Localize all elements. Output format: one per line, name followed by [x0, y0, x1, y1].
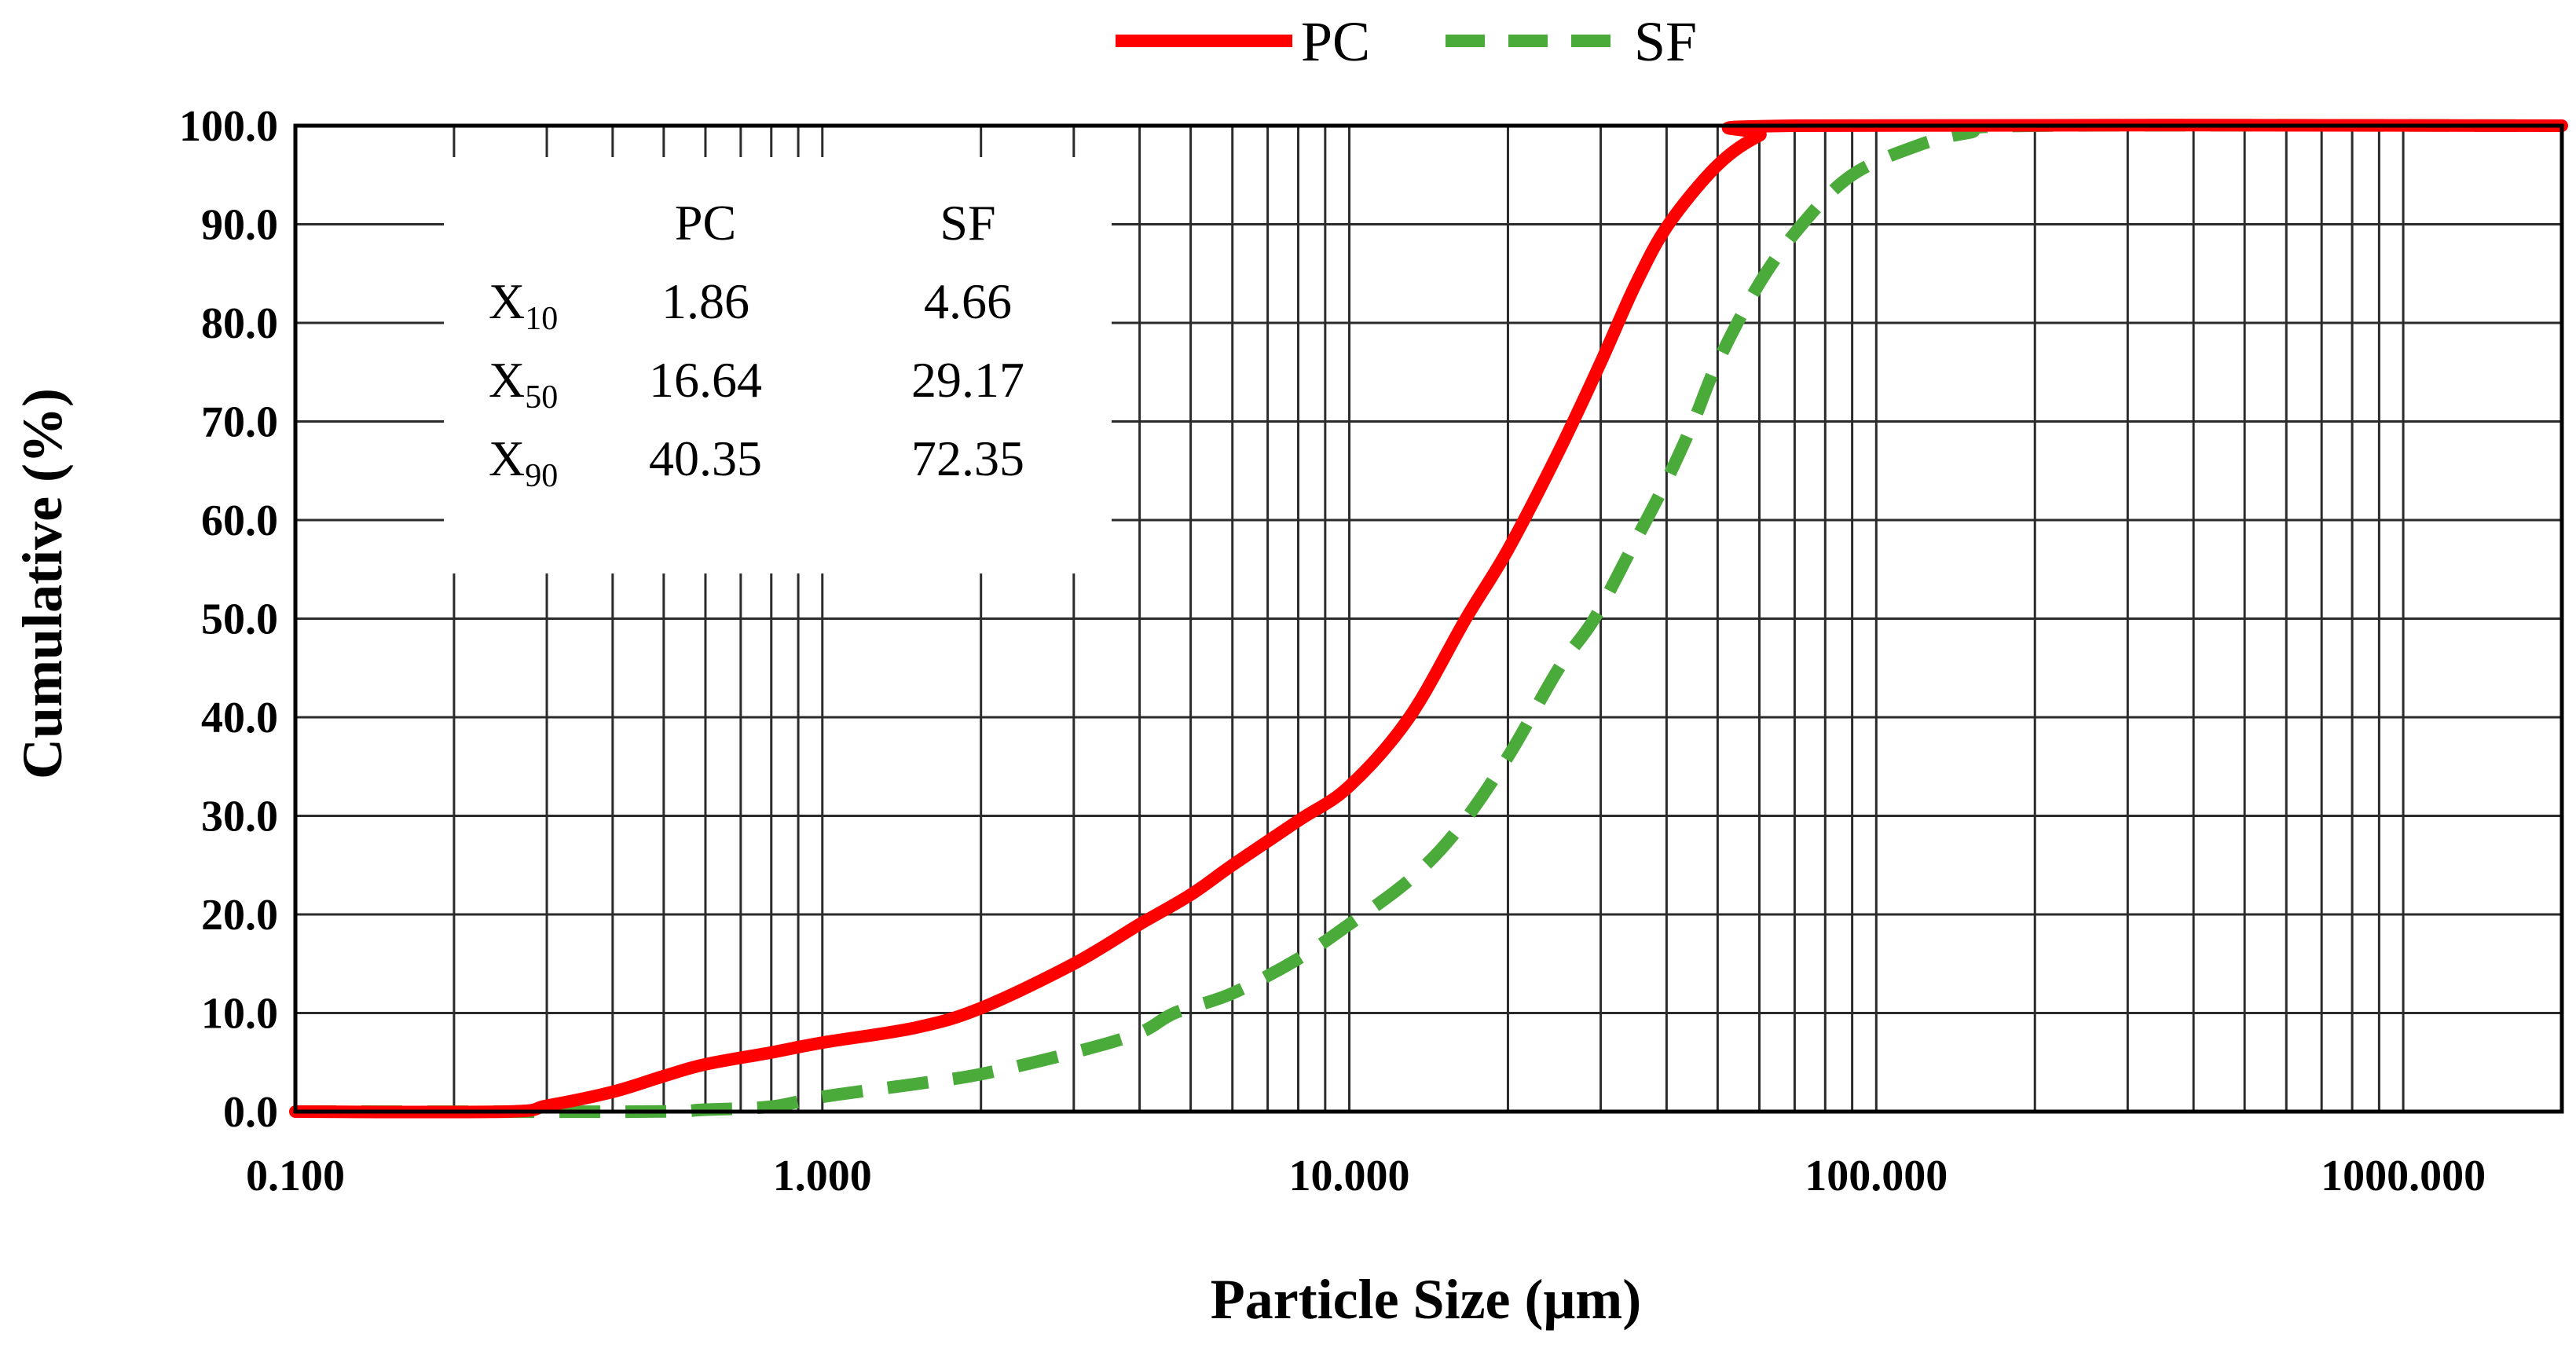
- table-cell-pc: 1.86: [661, 273, 749, 329]
- x-tick-label: 10.000: [1289, 1152, 1410, 1200]
- y-tick-label: 40.0: [201, 694, 278, 742]
- y-tick-labels: 0.0 10.0 20.0 30.0 40.0 50.0 60.0 70.0 80.0 90.0 1…: [179, 102, 278, 1137]
- x-tick-labels: 0.100 1.000 10.000 100.000 1000.000: [246, 1152, 2486, 1200]
- y-axis-title: Cumulative (%): [11, 388, 74, 779]
- stats-table: PC SF X10 1.86 4.66 X50 16.64 29.17 X90 …: [444, 157, 1112, 573]
- series-line-pc: [289, 119, 2568, 1119]
- legend: PC SF: [1116, 10, 1697, 73]
- table-cell-pc: 40.35: [649, 431, 762, 486]
- x-tick-label: 0.100: [246, 1152, 345, 1200]
- table-row-label: X50: [489, 352, 558, 416]
- table-cell-sf: 72.35: [911, 431, 1024, 486]
- x-axis-title: Particle Size (μm): [1211, 1268, 1642, 1331]
- y-tick-label: 80.0: [201, 299, 278, 348]
- table-row-label: X10: [489, 273, 558, 337]
- legend-label-sf: SF: [1634, 10, 1697, 73]
- table-cell-sf: 4.66: [924, 273, 1012, 329]
- x-tick-label: 100.000: [1805, 1152, 1948, 1200]
- x-tick-label: 1000.000: [2321, 1152, 2486, 1200]
- plot-frame: [293, 123, 2564, 1114]
- table-row-label: X90: [489, 431, 558, 494]
- x-tick-label: 1.000: [773, 1152, 872, 1200]
- stats-table-background: [444, 157, 1112, 573]
- y-tick-label: 100.0: [179, 102, 278, 151]
- y-tick-label: 10.0: [201, 990, 278, 1039]
- table-header-sf: SF: [940, 195, 995, 251]
- table-row: X10 1.86 4.66: [489, 273, 1012, 337]
- table-header-pc: PC: [675, 195, 736, 251]
- table-cell-sf: 29.17: [911, 352, 1024, 408]
- y-tick-label: 20.0: [201, 891, 278, 940]
- y-tick-label: 0.0: [223, 1088, 278, 1137]
- y-tick-label: 50.0: [201, 595, 278, 644]
- y-tick-label: 30.0: [201, 793, 278, 841]
- y-tick-label: 90.0: [201, 201, 278, 250]
- legend-label-pc: PC: [1301, 10, 1370, 73]
- y-tick-label: 60.0: [201, 496, 278, 545]
- table-row: X90 40.35 72.35: [489, 431, 1024, 494]
- table-row: X50 16.64 29.17: [489, 352, 1024, 416]
- series-lines: [289, 119, 2568, 1119]
- y-tick-label: 70.0: [201, 398, 278, 447]
- series-line-sf: [295, 119, 2563, 1119]
- table-cell-pc: 16.64: [649, 352, 762, 408]
